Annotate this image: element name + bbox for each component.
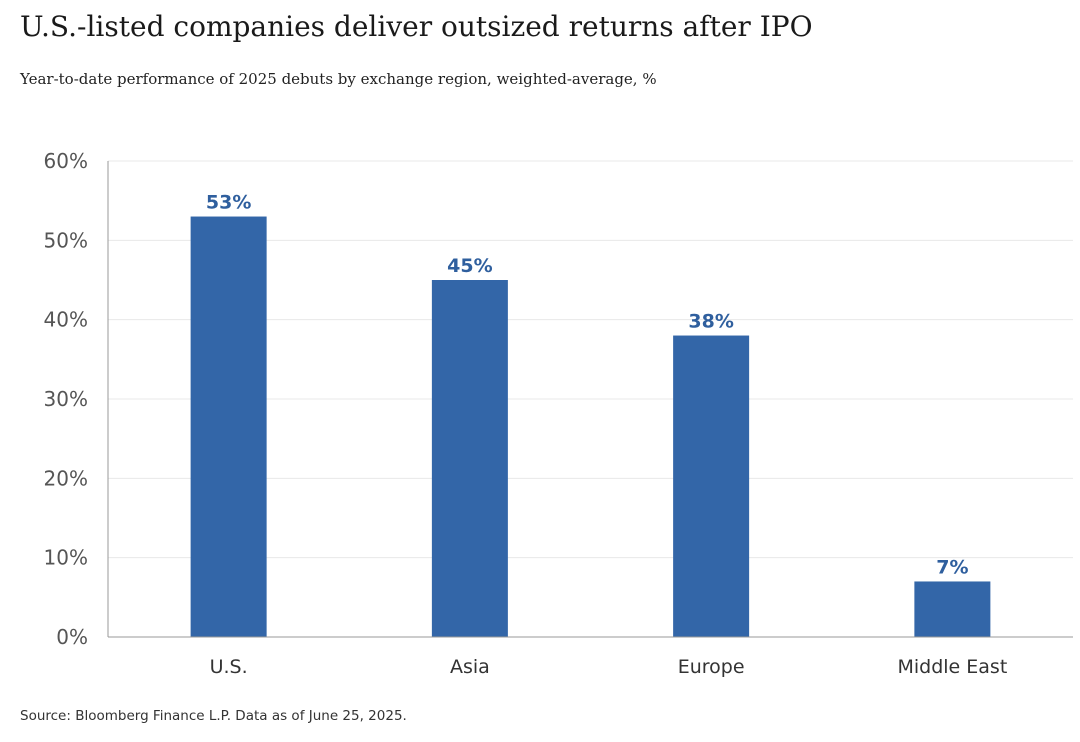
x-category-label: Middle East — [897, 656, 1007, 678]
y-tick-label: 20% — [44, 466, 88, 490]
data-labels: 53% 45% 38% 7% — [206, 192, 969, 579]
data-label: 7% — [936, 556, 968, 578]
y-tick-label: 30% — [44, 387, 88, 411]
data-label: 53% — [206, 192, 251, 214]
chart-subtitle: Year-to-date performance of 2025 debuts … — [20, 70, 657, 88]
x-category-label: U.S. — [210, 656, 248, 678]
axes — [107, 161, 1073, 638]
x-category-label: Europe — [678, 656, 745, 678]
y-tick-label: 40% — [44, 308, 88, 332]
y-axis-ticks: 0% 10% 20% 30% 40% 50% 60% — [44, 149, 88, 649]
bar — [673, 335, 750, 637]
bar — [190, 216, 267, 638]
source-note: Source: Bloomberg Finance L.P. Data as o… — [20, 708, 407, 724]
x-axis-categories: U.S. Asia Europe Middle East — [210, 656, 1008, 678]
data-label: 45% — [447, 255, 492, 277]
x-category-label: Asia — [450, 656, 490, 678]
y-tick-label: 10% — [44, 546, 88, 570]
y-tick-label: 0% — [56, 625, 88, 649]
y-tick-label: 50% — [44, 228, 88, 252]
gridlines — [108, 160, 1073, 559]
chart-title: U.S.-listed companies deliver outsized r… — [20, 10, 813, 43]
data-label: 38% — [688, 311, 733, 333]
bar — [914, 581, 991, 637]
bars — [190, 216, 991, 638]
bar — [431, 280, 508, 637]
y-tick-label: 60% — [44, 149, 88, 173]
